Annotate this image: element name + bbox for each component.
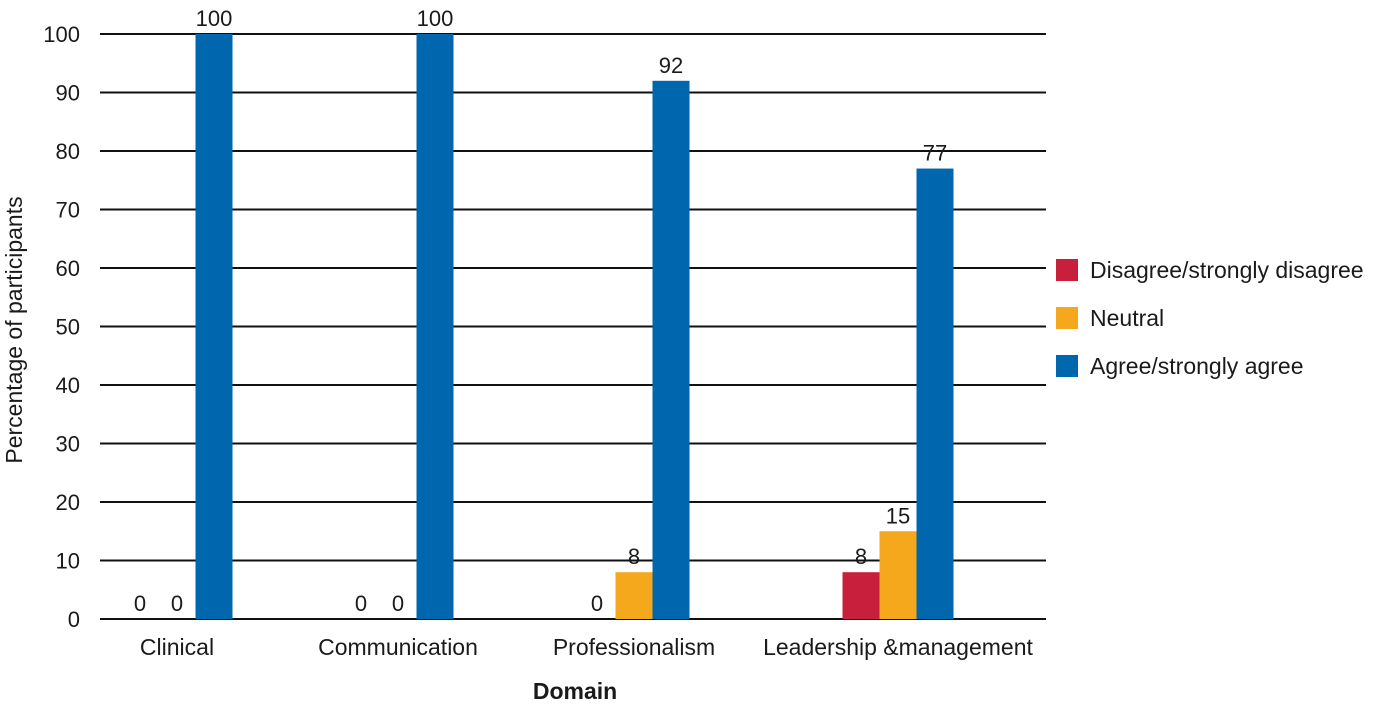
y-axis-title: Percentage of participants (1, 196, 27, 463)
x-axis-categories: Clinical Communication Professionalism Lead… (140, 634, 1034, 660)
data-label: 0 (171, 591, 183, 616)
data-label: 0 (355, 591, 367, 616)
data-label: 0 (134, 591, 146, 616)
y-tick-label: 10 (56, 549, 80, 574)
data-label: 8 (628, 544, 640, 569)
bar-2-2 (652, 80, 690, 620)
bar-0-2 (195, 34, 233, 619)
bar-3-1 (879, 531, 917, 619)
bars (195, 34, 954, 620)
x-category-label: Clinical (140, 634, 214, 660)
legend: Disagree/strongly disagree Neutral Agree/s… (1056, 257, 1364, 379)
x-category-label: Professionalism (553, 634, 715, 660)
gridlines (100, 33, 1046, 620)
bar-3-0 (842, 572, 880, 619)
y-tick-label: 100 (43, 22, 80, 47)
y-tick-label: 60 (56, 256, 80, 281)
legend-label: Agree/strongly agree (1090, 353, 1304, 379)
legend-label: Neutral (1090, 305, 1164, 331)
bar-2-1 (615, 572, 653, 619)
data-label: 77 (923, 141, 947, 166)
data-label: 100 (417, 6, 454, 31)
x-axis-title: Domain (533, 678, 617, 704)
y-tick-label: 40 (56, 373, 80, 398)
y-tick-label: 70 (56, 198, 80, 223)
legend-label: Disagree/strongly disagree (1090, 257, 1364, 283)
bar-1-2 (416, 34, 454, 619)
legend-swatch (1056, 259, 1078, 281)
y-tick-label: 0 (68, 607, 80, 632)
y-tick-label: 50 (56, 315, 80, 340)
y-tick-label: 30 (56, 432, 80, 457)
data-label: 0 (392, 591, 404, 616)
data-label: 15 (886, 503, 910, 528)
x-category-label: Leadership &management (763, 634, 1033, 660)
y-tick-label: 20 (56, 490, 80, 515)
x-category-label: Communication (318, 634, 478, 660)
y-tick-label: 90 (56, 81, 80, 106)
data-label: 92 (659, 53, 683, 78)
bar-3-2 (916, 168, 954, 620)
legend-swatch (1056, 307, 1078, 329)
data-label: 8 (855, 544, 867, 569)
y-tick-label: 80 (56, 139, 80, 164)
data-label: 100 (196, 6, 233, 31)
data-label: 0 (591, 591, 603, 616)
legend-swatch (1056, 355, 1078, 377)
y-axis-ticks: 0 10 20 30 40 50 60 70 80 90 100 (43, 22, 80, 632)
